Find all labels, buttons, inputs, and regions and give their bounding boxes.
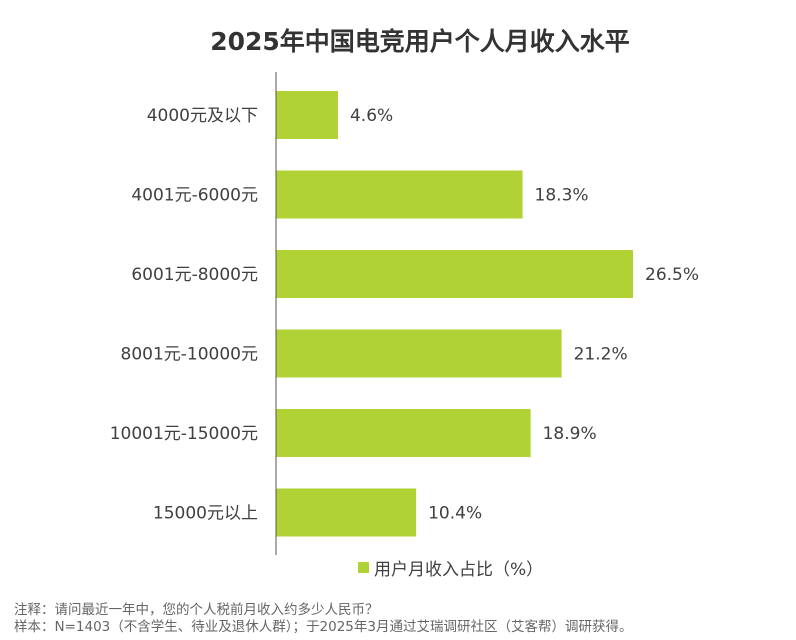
bar — [276, 91, 338, 139]
data-label: 10.4% — [428, 504, 482, 524]
bar — [276, 409, 531, 457]
bar — [276, 250, 633, 298]
data-label: 21.2% — [574, 345, 628, 365]
bar — [276, 329, 562, 378]
chart-title: 2025年中国电竞用户个人月收入水平 — [210, 27, 630, 56]
data-label: 18.3% — [535, 186, 589, 206]
legend-label: 用户月收入占比（%） — [374, 560, 544, 580]
category-label: 10001元-15000元 — [110, 424, 258, 444]
data-label: 26.5% — [645, 265, 699, 285]
bar — [276, 170, 523, 219]
data-label: 4.6% — [350, 106, 393, 126]
category-label: 15000元以上 — [153, 504, 258, 524]
category-label: 4000元及以下 — [147, 106, 258, 126]
category-label: 8001元-10000元 — [121, 345, 258, 365]
footnotes: 注释：请问最近一年中，您的个人税前月收入约多少人民币？ 样本：N=1403（不含… — [14, 602, 632, 636]
data-label: 18.9% — [543, 424, 597, 444]
sample-text: 样本：N=1403（不含学生、待业及退休人群）；于2025年3月通过艾瑞调研社区… — [14, 619, 633, 635]
bar — [276, 488, 417, 537]
note-text: 注释：请问最近一年中，您的个人税前月收入约多少人民币？ — [14, 602, 379, 618]
legend: 用户月收入占比（%） — [358, 555, 543, 580]
legend-swatch — [358, 562, 369, 573]
category-label: 4001元-6000元 — [131, 186, 258, 206]
category-label: 6001元-8000元 — [131, 265, 258, 285]
